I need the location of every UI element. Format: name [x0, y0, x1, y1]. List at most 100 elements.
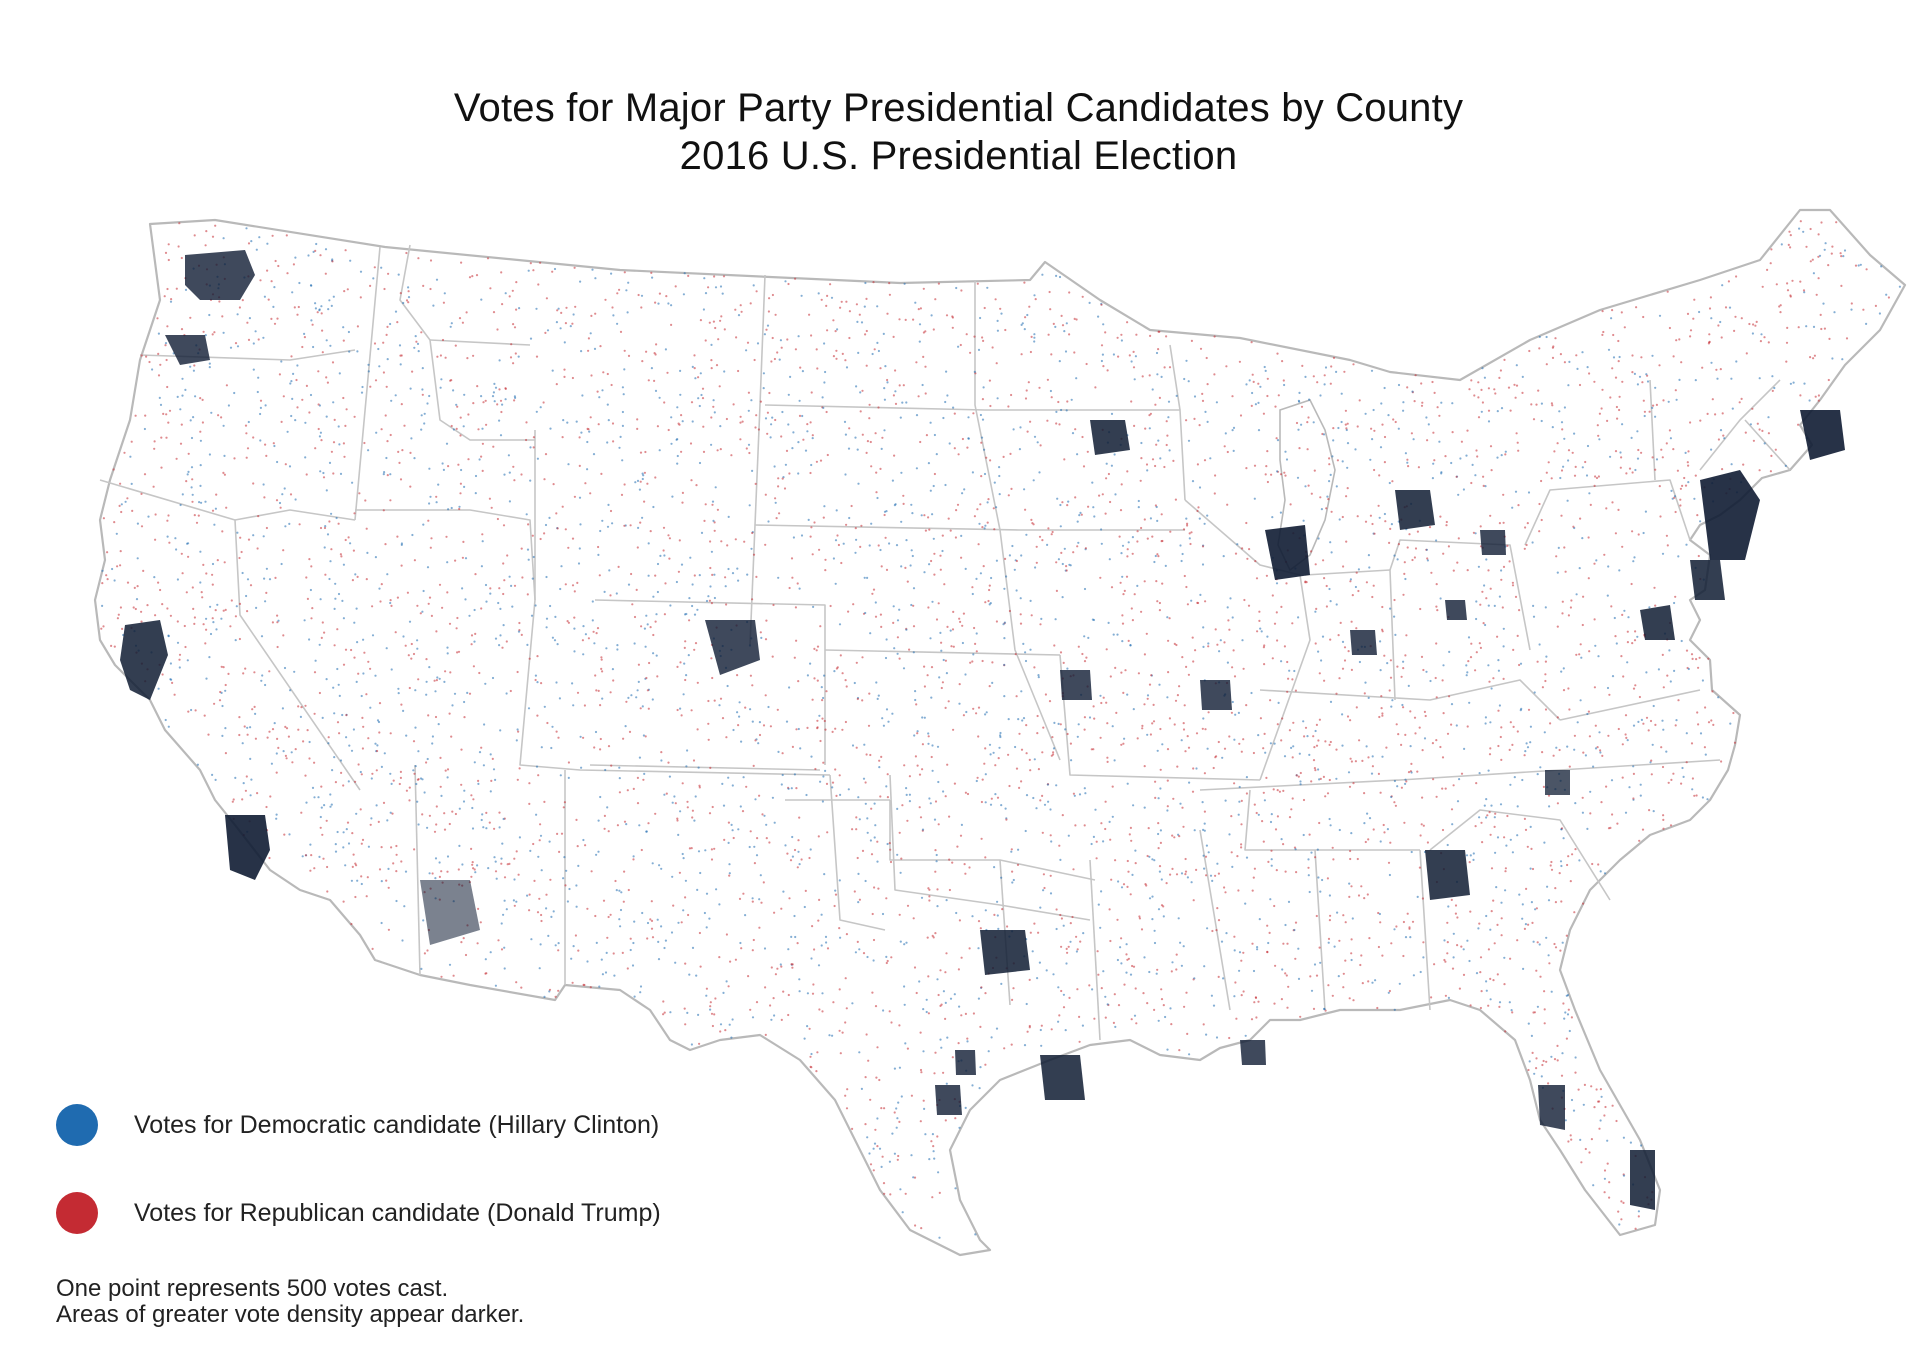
- vote-dot: [1637, 448, 1640, 452]
- vote-dot: [247, 538, 251, 541]
- vote-dot: [1701, 796, 1704, 799]
- vote-dot: [400, 860, 403, 863]
- vote-dot: [996, 796, 1000, 799]
- vote-dot: [1665, 534, 1668, 537]
- vote-dot: [703, 911, 707, 915]
- vote-dot: [1447, 996, 1450, 1000]
- vote-dot: [1121, 575, 1124, 578]
- vote-dot: [1407, 771, 1411, 774]
- vote-dot: [1469, 1004, 1472, 1007]
- vote-dot: [1598, 412, 1601, 415]
- vote-dot: [1263, 365, 1266, 369]
- vote-dot: [1393, 598, 1396, 602]
- vote-dot: [249, 757, 252, 761]
- vote-dot: [1413, 716, 1417, 719]
- vote-dot: [1696, 711, 1699, 714]
- vote-dot: [699, 965, 702, 968]
- vote-dot: [342, 339, 345, 342]
- vote-dot: [1068, 333, 1071, 336]
- vote-dot: [817, 964, 821, 967]
- vote-dot: [916, 730, 919, 733]
- vote-dot: [503, 579, 506, 582]
- vote-dot: [919, 440, 922, 444]
- vote-dot: [787, 423, 790, 426]
- vote-dot: [1820, 327, 1823, 331]
- vote-dot: [750, 547, 753, 550]
- vote-dot: [405, 734, 408, 737]
- vote-dot: [934, 1051, 937, 1054]
- vote-dot: [865, 297, 868, 300]
- vote-dot: [1061, 596, 1064, 599]
- vote-dot: [426, 566, 430, 569]
- vote-dot: [326, 533, 330, 536]
- vote-dot: [1234, 713, 1237, 716]
- vote-dot: [564, 583, 567, 586]
- vote-dot: [747, 391, 751, 394]
- vote-dot: [946, 625, 949, 629]
- vote-dot: [262, 336, 265, 339]
- vote-dot: [1394, 804, 1397, 807]
- vote-dot: [996, 319, 999, 322]
- vote-dot: [880, 1165, 883, 1168]
- vote-dot: [885, 961, 888, 965]
- vote-dot: [567, 621, 571, 624]
- vote-dot: [864, 781, 867, 784]
- vote-dot: [1350, 952, 1353, 955]
- vote-dot: [502, 624, 505, 627]
- vote-dot: [1107, 472, 1110, 476]
- vote-dot: [1885, 293, 1888, 296]
- vote-dot: [664, 348, 668, 351]
- vote-dot: [1341, 515, 1344, 519]
- vote-dot: [106, 551, 109, 554]
- vote-dot: [829, 604, 832, 608]
- vote-dot: [1706, 798, 1709, 801]
- vote-dot: [976, 508, 979, 511]
- vote-dot: [734, 958, 738, 961]
- vote-dot: [1222, 977, 1225, 980]
- vote-dot: [1018, 448, 1022, 451]
- vote-dot: [561, 505, 564, 508]
- vote-dot: [1626, 661, 1629, 664]
- vote-dot: [834, 539, 838, 542]
- vote-dot: [1634, 684, 1637, 687]
- vote-dot: [179, 442, 183, 445]
- vote-dot: [1126, 693, 1129, 696]
- vote-dot: [567, 546, 570, 549]
- vote-dot: [872, 959, 875, 962]
- vote-dot: [1593, 686, 1596, 689]
- vote-dot: [1371, 755, 1374, 758]
- vote-dot: [287, 735, 290, 738]
- vote-dot: [1406, 912, 1409, 915]
- vote-dot: [874, 1128, 877, 1131]
- vote-dot: [1509, 838, 1512, 841]
- vote-dot: [320, 439, 323, 442]
- vote-dot: [1233, 995, 1236, 998]
- vote-dot: [463, 485, 466, 488]
- vote-dot: [101, 604, 104, 608]
- vote-dot: [1209, 874, 1213, 877]
- vote-dot: [803, 1037, 806, 1040]
- vote-dot: [199, 484, 202, 487]
- vote-dot: [1642, 531, 1645, 535]
- vote-dot: [934, 298, 937, 301]
- vote-dot: [708, 917, 711, 920]
- vote-dot: [1146, 854, 1149, 858]
- vote-dot: [1514, 490, 1518, 493]
- vote-dot: [959, 620, 962, 624]
- vote-dot: [1018, 786, 1021, 790]
- vote-dot: [1270, 858, 1273, 861]
- vote-dot: [1600, 801, 1603, 804]
- vote-dot: [136, 522, 139, 525]
- vote-dot: [1554, 901, 1557, 904]
- vote-dot: [821, 699, 824, 702]
- vote-dot: [285, 757, 288, 760]
- vote-dot: [996, 329, 1000, 332]
- vote-dot: [1487, 1004, 1490, 1007]
- vote-dot: [153, 576, 156, 579]
- vote-dot: [1497, 744, 1500, 748]
- vote-dot: [631, 603, 634, 606]
- vote-dot: [1387, 991, 1390, 994]
- vote-dot: [561, 436, 564, 439]
- vote-dot: [1207, 711, 1210, 714]
- vote-dot: [350, 922, 353, 926]
